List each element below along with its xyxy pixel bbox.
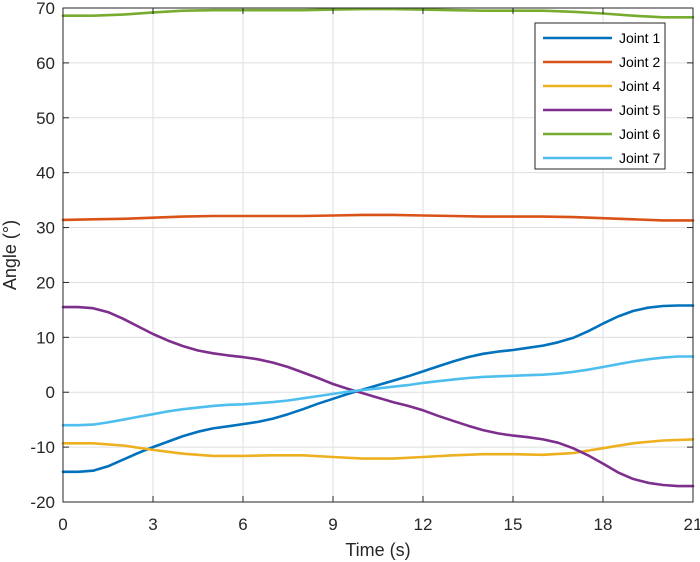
y-tick-label: 0 (46, 383, 55, 402)
legend-label-joint-2: Joint 2 (619, 54, 660, 70)
legend-label-joint-6: Joint 6 (619, 126, 660, 142)
x-tick-label: 9 (328, 515, 337, 534)
x-tick-label: 6 (238, 515, 247, 534)
x-tick-label: 3 (148, 515, 157, 534)
y-tick-label: 10 (36, 328, 55, 347)
x-tick-label: 15 (504, 515, 523, 534)
x-axis-title: Time (s) (345, 540, 410, 560)
y-tick-label: 30 (36, 219, 55, 238)
legend-label-joint-4: Joint 4 (619, 78, 660, 94)
series-line-joint-7 (61, 355, 695, 427)
x-tick-label: 18 (594, 515, 613, 534)
legend-box (534, 22, 666, 170)
y-tick-label: 70 (36, 0, 55, 18)
legend-label-joint-7: Joint 7 (619, 150, 660, 166)
y-tick-label: 60 (36, 54, 55, 73)
plot-frame (62, 7, 694, 503)
x-tick-label: 0 (58, 515, 67, 534)
series-line-joint-1 (61, 304, 695, 474)
y-tick-label: 40 (36, 164, 55, 183)
y-tick-label: 20 (36, 273, 55, 292)
series-line-joint-4 (61, 438, 695, 460)
tick-labels: 0 3 6 9 12 15 18 21 -20 -10 0 10 20 30 40 50 60 70 (30, 0, 700, 534)
series-line-joint-5 (61, 305, 695, 488)
x-tick-label: 21 (684, 515, 700, 534)
legend-label-joint-1: Joint 1 (619, 30, 660, 46)
series-line-joint-6 (61, 7, 695, 19)
tick-marks (62, 7, 694, 503)
x-tick-label: 12 (414, 515, 433, 534)
y-tick-label: -10 (30, 438, 55, 457)
y-tick-label: 50 (36, 109, 55, 128)
legend: Joint 1 Joint 2 Joint 4 Joint 5 Joint 6 Joint… (534, 22, 666, 170)
series-layer (61, 7, 695, 488)
series-line-joint-2 (61, 213, 695, 222)
y-axis-title: Angle (°) (0, 220, 20, 290)
y-tick-label: -20 (30, 493, 55, 512)
legend-label-joint-5: Joint 5 (619, 102, 660, 118)
